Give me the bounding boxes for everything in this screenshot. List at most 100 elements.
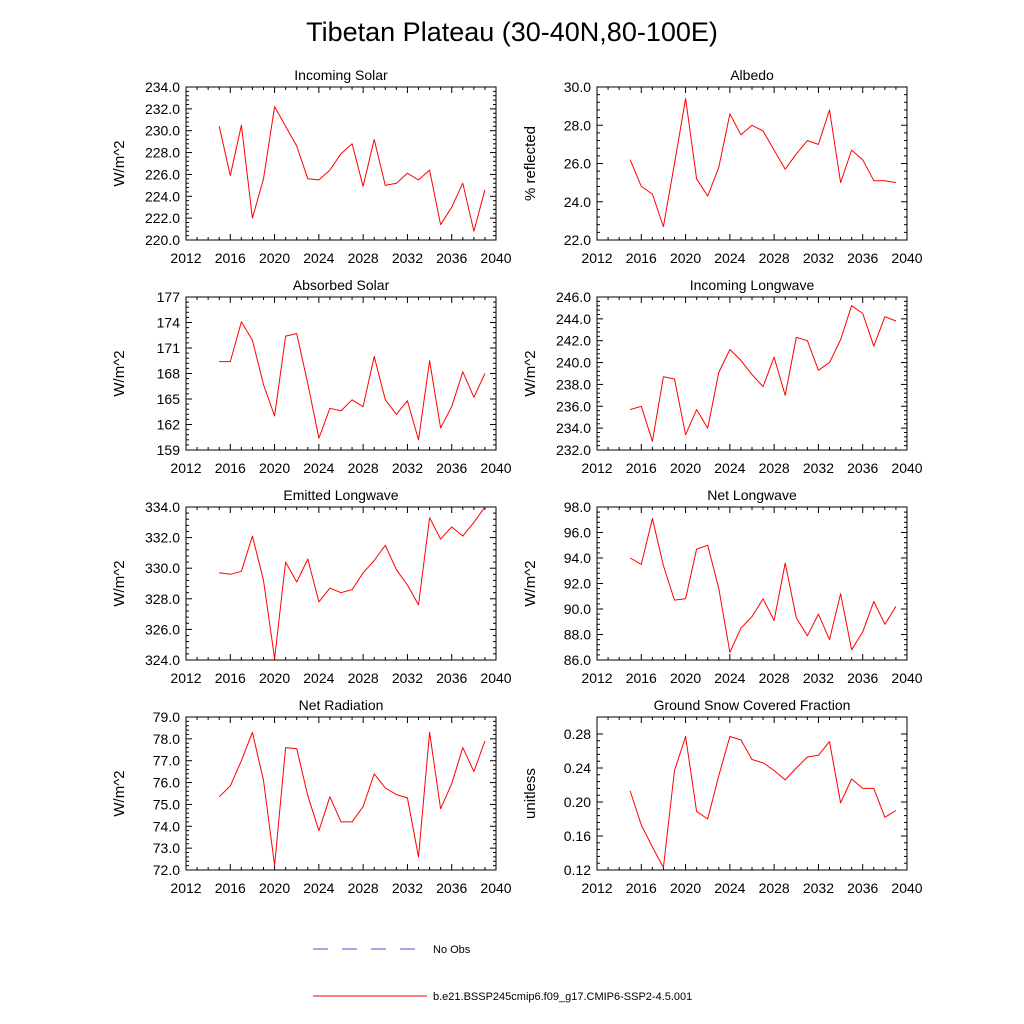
x-tick-label: 2036 — [436, 670, 467, 686]
y-tick-label: 328.0 — [145, 591, 180, 607]
figure-title: Tibetan Plateau (30-40N,80-100E) — [306, 17, 718, 47]
x-tick-label: 2024 — [714, 670, 745, 686]
x-tick-label: 2016 — [626, 460, 657, 476]
plot-frame — [596, 506, 908, 661]
y-tick-label: 73.0 — [153, 840, 180, 856]
y-tick-label: 224.0 — [145, 188, 180, 204]
y-tick-label: 174 — [157, 315, 181, 331]
y-tick-label: 177 — [157, 289, 181, 305]
x-tick-label: 2020 — [259, 670, 290, 686]
panels: Incoming Solar 2012 2016 2020 2024 2028 2032 20… — [111, 67, 923, 896]
y-tick-label: 0.16 — [564, 828, 591, 844]
x-tick-label: 2040 — [480, 880, 511, 896]
x-tick-label: 2024 — [303, 250, 334, 266]
y-tick-label: 0.12 — [564, 862, 591, 878]
x-tick-label: 2032 — [392, 460, 423, 476]
y-tick-label: 88.0 — [564, 627, 591, 643]
y-tick-label: 171 — [157, 340, 181, 356]
panel-title: Net Longwave — [707, 487, 797, 503]
x-tick-label: 2036 — [847, 880, 878, 896]
panel-2: Albedo 2012 2016 2020 2024 2028 2032 2036 2040 22… — [522, 67, 923, 266]
y-axis-label: W/m^2 — [522, 350, 539, 396]
y-tick-label: 232.0 — [145, 101, 180, 117]
y-tick-label: 330.0 — [145, 560, 180, 576]
y-tick-label: 86.0 — [564, 652, 591, 668]
y-tick-label: 75.0 — [153, 796, 180, 812]
y-tick-label: 76.0 — [153, 775, 180, 791]
y-tick-label: 220.0 — [145, 232, 180, 248]
x-tick-label: 2024 — [303, 460, 334, 476]
x-tick-label: 2036 — [436, 460, 467, 476]
x-tick-label: 2020 — [670, 250, 701, 266]
y-tick-label: 159 — [157, 442, 181, 458]
x-tick-label: 2040 — [891, 250, 922, 266]
x-tick-label: 2020 — [259, 880, 290, 896]
x-tick-label: 2032 — [392, 250, 423, 266]
x-tick-label: 2040 — [891, 670, 922, 686]
y-tick-label: 334.0 — [145, 499, 180, 515]
y-tick-label: 78.0 — [153, 731, 180, 747]
x-tick-label: 2024 — [714, 250, 745, 266]
x-tick-label: 2016 — [215, 460, 246, 476]
y-tick-label: 0.28 — [564, 726, 591, 742]
y-tick-label: 332.0 — [145, 530, 180, 546]
legend-label-obs: No Obs — [433, 944, 471, 956]
y-tick-label: 162 — [157, 417, 181, 433]
plot-frame — [596, 86, 908, 241]
legend-label-model: b.e21.BSSP245cmip6.f09_g17.CMIP6-SSP2-4.… — [433, 991, 692, 1003]
panel-title: Emitted Longwave — [283, 487, 398, 503]
y-tick-label: 28.0 — [564, 117, 591, 133]
legend: No Obs b.e21.BSSP245cmip6.f09_g17.CMIP6-… — [313, 944, 692, 1003]
y-tick-label: 22.0 — [564, 232, 591, 248]
plot-frame — [596, 716, 908, 871]
y-axis-label: W/m^2 — [111, 560, 128, 606]
series-line-1 — [630, 305, 897, 442]
x-tick-label: 2032 — [392, 670, 423, 686]
y-axis-label: W/m^2 — [522, 560, 539, 606]
x-tick-label: 2012 — [581, 880, 612, 896]
x-tick-label: 2036 — [436, 250, 467, 266]
y-tick-label: 222.0 — [145, 210, 180, 226]
y-tick-label: 228.0 — [145, 145, 180, 161]
x-tick-label: 2028 — [759, 460, 790, 476]
y-axis-label: unitless — [522, 768, 539, 819]
y-axis-label: W/m^2 — [111, 140, 128, 186]
x-tick-label: 2036 — [847, 460, 878, 476]
y-tick-label: 0.20 — [564, 794, 591, 810]
plot-frame — [185, 296, 497, 451]
y-axis-label: % reflected — [522, 126, 539, 201]
x-tick-label: 2028 — [348, 880, 379, 896]
x-tick-label: 2016 — [626, 670, 657, 686]
y-axis-label: W/m^2 — [111, 770, 128, 816]
x-tick-label: 2028 — [348, 670, 379, 686]
y-tick-label: 77.0 — [153, 753, 180, 769]
y-tick-label: 232.0 — [556, 442, 591, 458]
x-tick-label: 2020 — [259, 250, 290, 266]
x-tick-label: 2040 — [891, 460, 922, 476]
y-tick-label: 236.0 — [556, 398, 591, 414]
x-tick-label: 2016 — [215, 250, 246, 266]
y-tick-label: 234.0 — [145, 79, 180, 95]
y-tick-label: 72.0 — [153, 862, 180, 878]
y-tick-label: 238.0 — [556, 376, 591, 392]
y-tick-label: 24.0 — [564, 194, 591, 210]
panel-5: Emitted Longwave 2012 2016 2020 2024 2028 2032… — [111, 487, 512, 686]
panel-title: Incoming Solar — [294, 67, 388, 83]
series-line-1 — [218, 106, 486, 232]
y-tick-label: 242.0 — [556, 333, 591, 349]
x-tick-label: 2040 — [480, 670, 511, 686]
x-tick-label: 2020 — [670, 460, 701, 476]
x-tick-label: 2020 — [670, 670, 701, 686]
x-tick-label: 2040 — [891, 880, 922, 896]
y-tick-label: 30.0 — [564, 79, 591, 95]
x-tick-label: 2012 — [581, 250, 612, 266]
x-tick-label: 2032 — [392, 880, 423, 896]
y-tick-label: 0.24 — [564, 760, 591, 776]
x-tick-label: 2020 — [670, 880, 701, 896]
panel-6: Net Longwave 2012 2016 2020 2024 2028 2032 2036… — [522, 487, 923, 686]
x-tick-label: 2024 — [714, 460, 745, 476]
x-tick-label: 2012 — [170, 670, 201, 686]
panel-8: Ground Snow Covered Fraction 2012 2016 2020… — [522, 697, 923, 896]
y-tick-label: 96.0 — [564, 525, 591, 541]
